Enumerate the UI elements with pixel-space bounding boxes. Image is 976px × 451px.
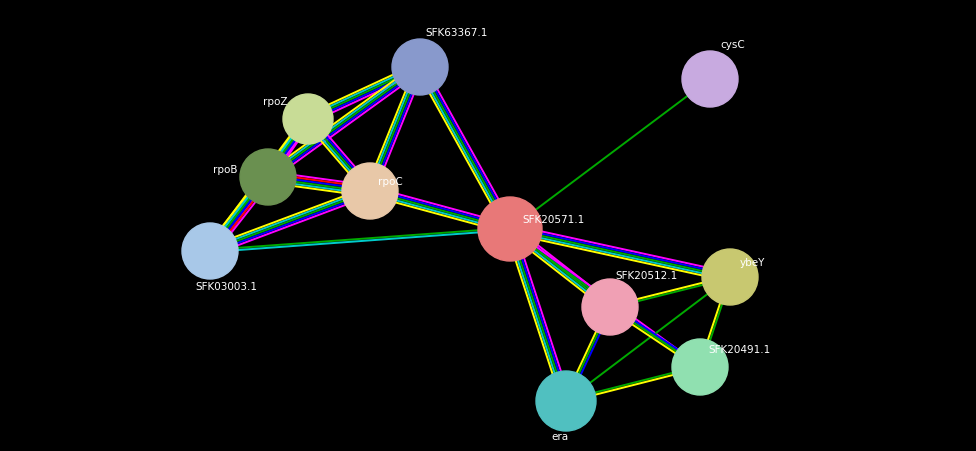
Circle shape — [283, 95, 333, 145]
Text: SFK03003.1: SFK03003.1 — [195, 281, 257, 291]
Circle shape — [582, 279, 638, 335]
Text: SFK20512.1: SFK20512.1 — [615, 271, 677, 281]
Text: ybeY: ybeY — [740, 258, 765, 267]
Circle shape — [682, 52, 738, 108]
Circle shape — [240, 150, 296, 206]
Circle shape — [392, 40, 448, 96]
Circle shape — [672, 339, 728, 395]
Circle shape — [182, 224, 238, 279]
Text: rpoC: rpoC — [378, 177, 403, 187]
Text: rpoB: rpoB — [213, 165, 237, 175]
Text: rpoZ: rpoZ — [263, 97, 288, 107]
Circle shape — [702, 249, 758, 305]
Circle shape — [478, 198, 542, 262]
Text: SFK20491.1: SFK20491.1 — [708, 344, 770, 354]
Text: era: era — [551, 431, 568, 441]
Text: SFK20571.1: SFK20571.1 — [522, 215, 585, 225]
Text: SFK63367.1: SFK63367.1 — [425, 28, 487, 38]
Circle shape — [536, 371, 596, 431]
Text: cysC: cysC — [720, 40, 745, 50]
Circle shape — [342, 164, 398, 220]
